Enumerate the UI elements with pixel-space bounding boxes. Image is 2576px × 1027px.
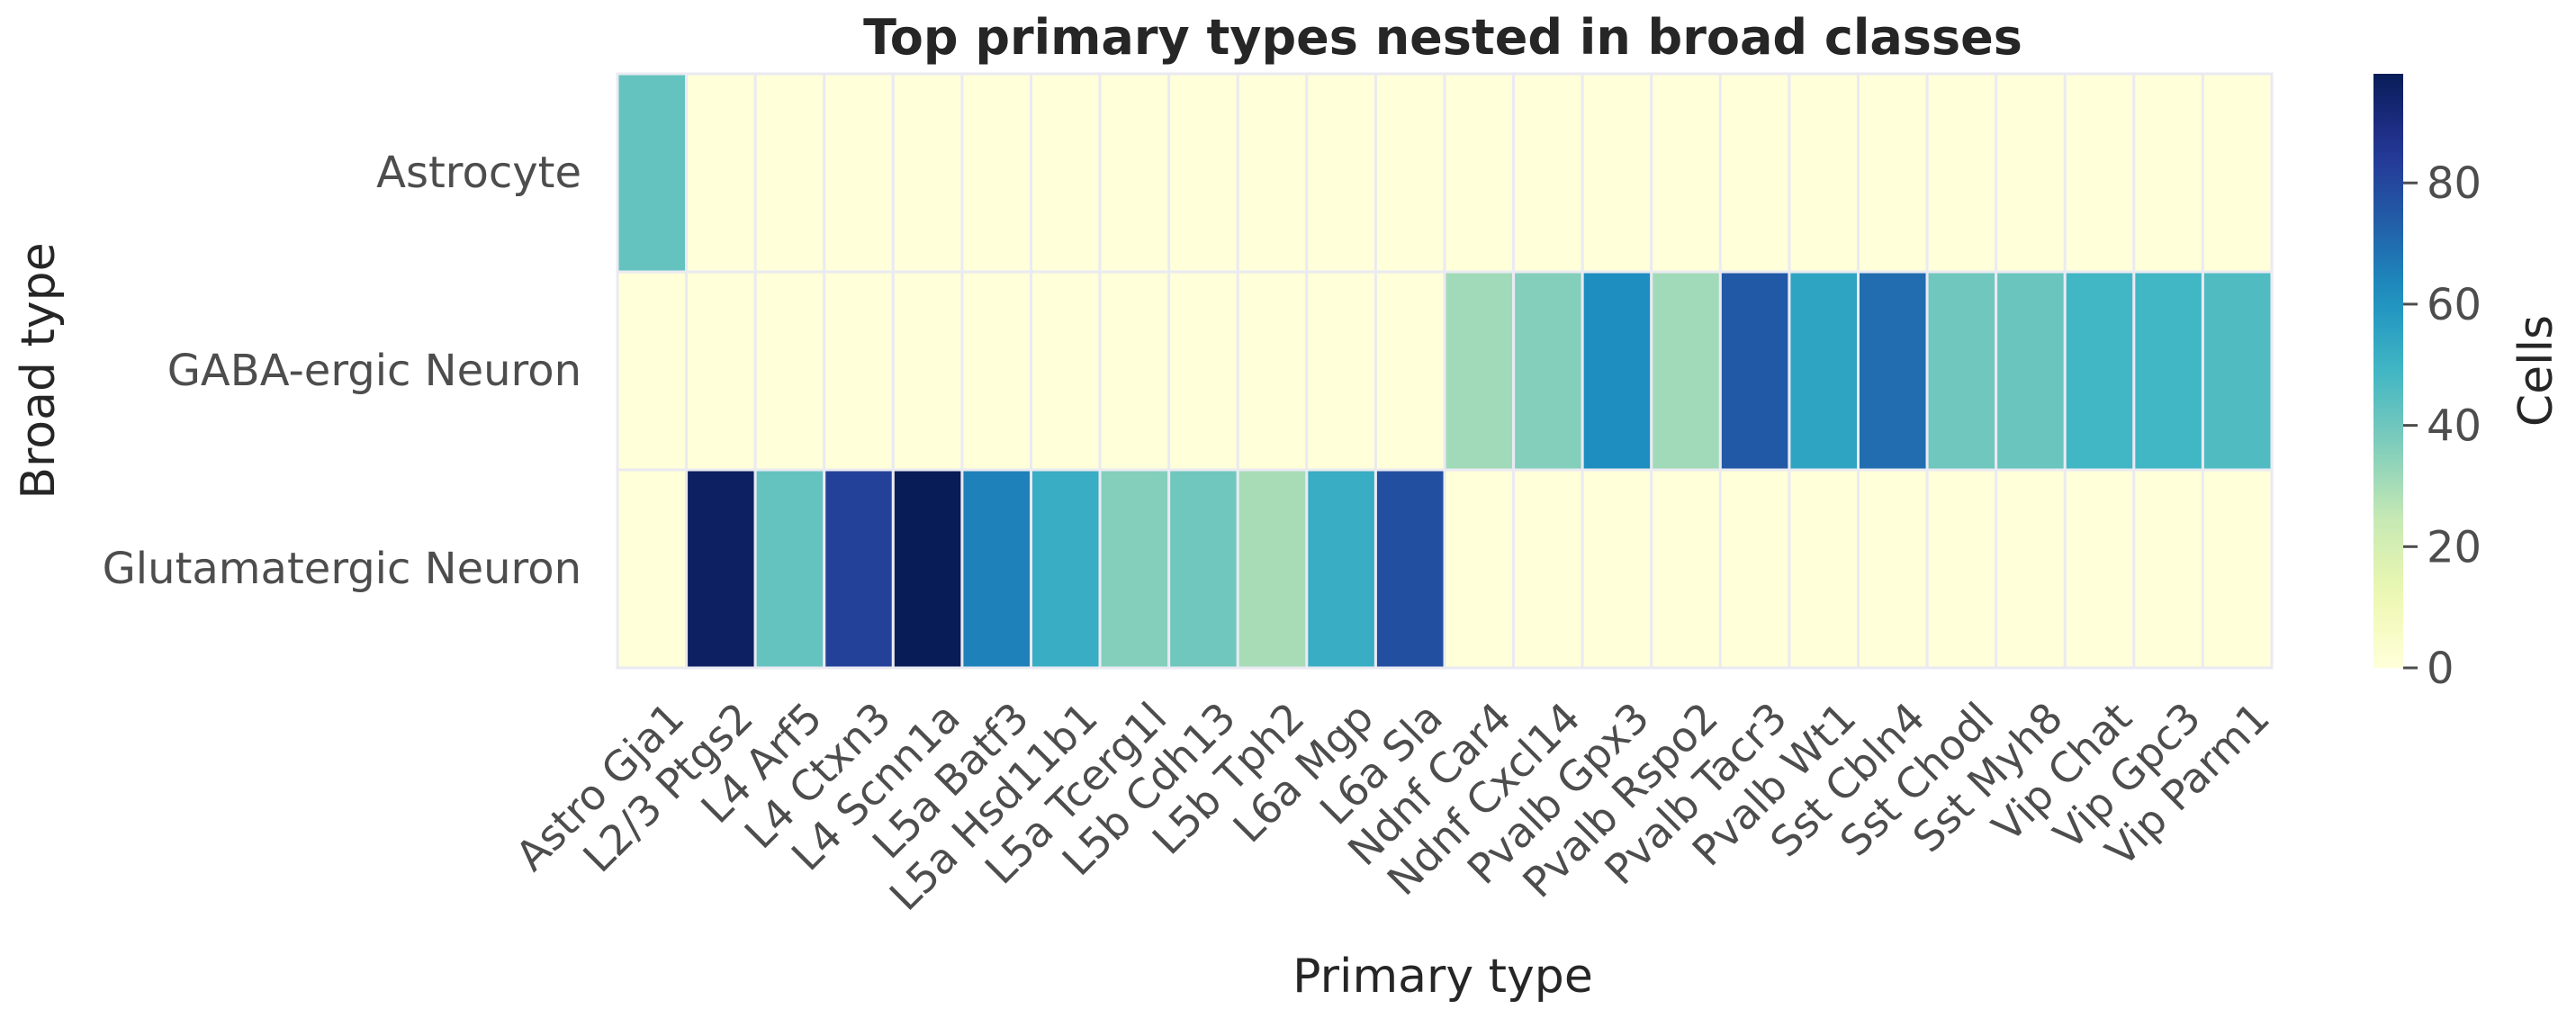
heatmap-cell: [1925, 468, 1998, 670]
colorbar-tick-label: 60: [2427, 280, 2481, 330]
heatmap-cell: [823, 270, 895, 472]
heatmap-cell: [891, 72, 964, 274]
heatmap-cells: [616, 72, 2274, 670]
heatmap-cell: [1236, 468, 1309, 670]
heatmap-cell: [2132, 72, 2204, 274]
heatmap-cell: [1857, 270, 1929, 472]
heatmap-cell: [1167, 468, 1239, 670]
heatmap-cell: [1788, 468, 1860, 670]
colorbar-tick-label: 40: [2427, 401, 2481, 452]
y-tick-labels: Astrocyte GABA-ergic Neuron Glutamatergic …: [103, 148, 581, 594]
heatmap-cell: [1512, 72, 1584, 274]
heatmap-cell: [1374, 468, 1446, 670]
heatmap-cell: [1718, 468, 1791, 670]
y-axis-label: Broad type: [12, 242, 66, 499]
heatmap-cell: [2063, 72, 2136, 274]
heatmap-cell: [2063, 468, 2136, 670]
heatmap-cell: [2201, 468, 2274, 670]
heatmap-cell: [1443, 468, 1516, 670]
heatmap-cell: [2132, 270, 2204, 472]
heatmap-cell: [1374, 270, 1446, 472]
y-tick-label: Glutamatergic Neuron: [103, 544, 581, 594]
heatmap-cell: [1925, 270, 1998, 472]
heatmap-cell: [1581, 72, 1653, 274]
heatmap-cell: [891, 270, 964, 472]
heatmap-cell: [1098, 468, 1171, 670]
colorbar: 0 20 40 60 80: [2373, 74, 2481, 694]
heatmap-cell: [1167, 270, 1239, 472]
heatmap-cell: [1305, 468, 1377, 670]
heatmap-cell: [1305, 270, 1377, 472]
heatmap-cell: [1995, 72, 2067, 274]
heatmap-cell: [1650, 72, 1722, 274]
heatmap-cell: [753, 270, 826, 472]
heatmap-cell: [2063, 270, 2136, 472]
heatmap-cell: [1857, 468, 1929, 670]
heatmap-cell: [1650, 270, 1722, 472]
y-tick-label: Astrocyte: [376, 148, 581, 198]
heatmap-cell: [891, 468, 964, 670]
heatmap-cell: [1236, 72, 1309, 274]
heatmap-cell: [1443, 270, 1516, 472]
heatmap-cell: [616, 72, 689, 274]
heatmap-cell: [1788, 270, 1860, 472]
heatmap-cell: [1718, 270, 1791, 472]
heatmap-cell: [1512, 468, 1584, 670]
heatmap-cell: [1167, 72, 1239, 274]
heatmap-cell: [1718, 72, 1791, 274]
heatmap-cell: [1098, 72, 1171, 274]
y-tick-label: GABA-ergic Neuron: [167, 346, 581, 396]
heatmap-cell: [1030, 468, 1102, 670]
colorbar-label: Cells: [2509, 315, 2563, 427]
heatmap-cell: [1374, 72, 1446, 274]
heatmap-cell: [1857, 72, 1929, 274]
heatmap-cell: [1443, 72, 1516, 274]
heatmap-cell: [1995, 468, 2067, 670]
heatmap-cell: [823, 72, 895, 274]
heatmap-cell: [616, 270, 689, 472]
x-axis-label: Primary type: [1293, 950, 1593, 1004]
heatmap-cell: [2201, 270, 2274, 472]
heatmap-cell: [823, 468, 895, 670]
heatmap-cell: [1236, 270, 1309, 472]
heatmap-cell: [685, 72, 757, 274]
heatmap-cell: [1098, 270, 1171, 472]
heatmap-cell: [1788, 72, 1860, 274]
colorbar-tick-label: 0: [2427, 644, 2454, 694]
heatmap-cell: [1512, 270, 1584, 472]
colorbar-tick-label: 80: [2427, 158, 2481, 209]
heatmap-cell: [2201, 72, 2274, 274]
colorbar-tick-label: 20: [2427, 522, 2481, 572]
heatmap-cell: [960, 468, 1032, 670]
heatmap-cell: [1925, 72, 1998, 274]
heatmap-cell: [2132, 468, 2204, 670]
colorbar-gradient: [2373, 74, 2403, 668]
heatmap-cell: [1995, 270, 2067, 472]
chart-title: Top primary types nested in broad classe…: [863, 9, 2022, 66]
heatmap-cell: [1030, 270, 1102, 472]
heatmap-cell: [685, 270, 757, 472]
heatmap-cell: [1305, 72, 1377, 274]
heatmap-cell: [753, 468, 826, 670]
heatmap-cell: [960, 270, 1032, 472]
heatmap-cell: [1030, 72, 1102, 274]
heatmap-cell: [753, 72, 826, 274]
heatmap-cell: [1650, 468, 1722, 670]
heatmap-cell: [960, 72, 1032, 274]
heatmap-cell: [1581, 270, 1653, 472]
heatmap-cell: [685, 468, 757, 670]
heatmap-cell: [616, 468, 689, 670]
heatmap-cell: [1581, 468, 1653, 670]
